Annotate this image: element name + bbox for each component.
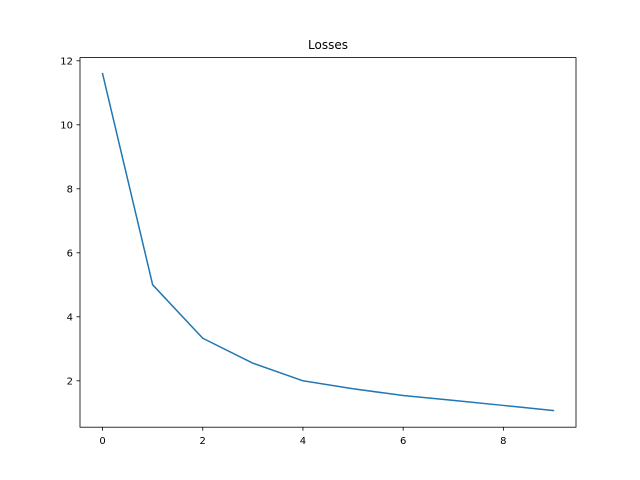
chart-title: Losses — [308, 38, 348, 52]
y-tick-label: 4 — [67, 312, 73, 323]
x-tick-label: 6 — [400, 436, 406, 447]
x-tick-label: 2 — [200, 436, 206, 447]
x-tick-label: 8 — [500, 436, 506, 447]
y-tick-label: 8 — [67, 184, 73, 195]
series-layer — [101, 72, 555, 412]
x-tick-label: 0 — [99, 436, 105, 447]
y-tick-label: 6 — [67, 248, 73, 259]
tick-group: 0 2 4 6 8 2 4 6 8 10 12 — [60, 56, 506, 447]
y-tick-label: 2 — [67, 376, 73, 387]
x-tick-label: 4 — [300, 436, 306, 447]
y-tick-label: 10 — [60, 120, 73, 131]
y-tick-label: 12 — [60, 56, 73, 67]
axes-frame — [79, 57, 577, 428]
series-line-0 — [101, 72, 555, 412]
